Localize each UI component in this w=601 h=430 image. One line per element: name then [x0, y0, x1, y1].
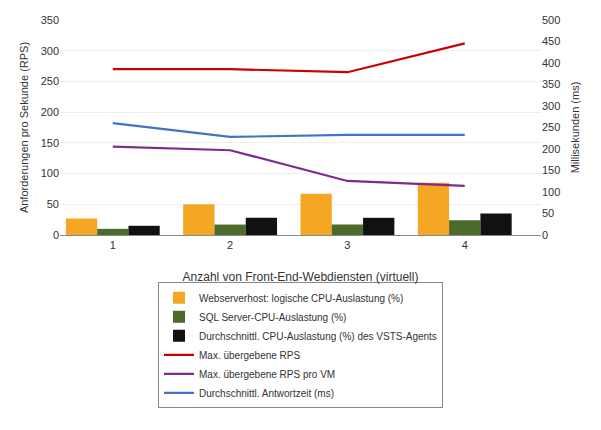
svg-text:150: 150	[41, 137, 59, 149]
svg-text:100: 100	[542, 186, 560, 198]
svg-text:200: 200	[41, 106, 59, 118]
svg-text:250: 250	[41, 75, 59, 87]
svg-text:0: 0	[53, 229, 59, 241]
svg-text:400: 400	[542, 57, 560, 69]
svg-text:Millisekunden (ms): Millisekunden (ms)	[569, 82, 581, 174]
svg-text:0: 0	[542, 229, 548, 241]
svg-text:Anzahl von Front-End-Webdienst: Anzahl von Front-End-Webdiensten (virtue…	[183, 270, 419, 284]
svg-text:Webserverhost: logische CPU-Au: Webserverhost: logische CPU-Auslastung (…	[199, 293, 403, 304]
svg-text:Durchschnittl. Antwortzeit (ms: Durchschnittl. Antwortzeit (ms)	[199, 388, 334, 399]
svg-text:2: 2	[227, 239, 233, 251]
svg-text:Durchschnittl. CPU-Auslastung: Durchschnittl. CPU-Auslastung (%) des VS…	[199, 331, 437, 342]
svg-text:100: 100	[41, 167, 59, 179]
svg-text:Max. übergebene RPS: Max. übergebene RPS	[199, 350, 301, 361]
svg-text:350: 350	[542, 78, 560, 90]
svg-text:200: 200	[542, 143, 560, 155]
svg-text:50: 50	[542, 207, 554, 219]
svg-text:3: 3	[344, 239, 350, 251]
svg-text:300: 300	[542, 100, 560, 112]
svg-text:Max. übergebene RPS pro VM: Max. übergebene RPS pro VM	[199, 369, 335, 380]
svg-text:350: 350	[41, 14, 59, 26]
svg-text:150: 150	[542, 164, 560, 176]
svg-text:4: 4	[462, 239, 468, 251]
svg-text:500: 500	[542, 14, 560, 26]
svg-text:250: 250	[542, 121, 560, 133]
svg-text:450: 450	[542, 35, 560, 47]
svg-text:50: 50	[47, 198, 59, 210]
svg-text:SQL Server-CPU-Auslastung (%): SQL Server-CPU-Auslastung (%)	[199, 312, 346, 323]
svg-text:Anforderungen pro Sekunde (RPS: Anforderungen pro Sekunde (RPS)	[18, 42, 30, 213]
svg-text:1: 1	[110, 239, 116, 251]
svg-text:300: 300	[41, 45, 59, 57]
